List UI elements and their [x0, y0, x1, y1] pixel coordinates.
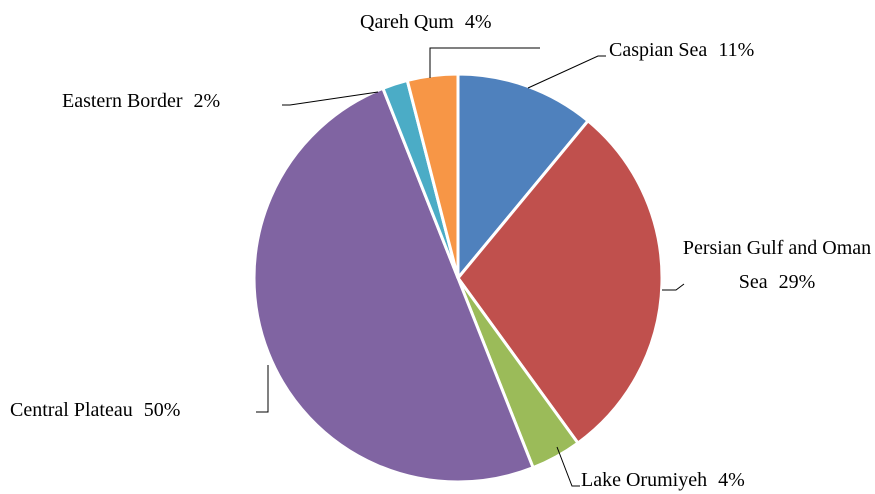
value-label: 50% [143, 399, 181, 421]
pie-slice [252, 86, 535, 484]
pie-slice [405, 72, 460, 280]
pie-slice [456, 119, 664, 445]
pie-slice [456, 72, 590, 280]
category-label: Lake Orumiyeh [581, 469, 708, 491]
value-label: 2% [193, 90, 221, 112]
leader-line [256, 365, 269, 413]
leader-line [556, 446, 580, 487]
slice-label: Lake Orumiyeh 4% [581, 463, 745, 494]
leader-line [527, 55, 606, 89]
slice-label: Central Plateau 50% [10, 393, 180, 427]
slice-label: Caspian Sea 11% [609, 33, 754, 67]
slice-label: Eastern Border 2% [62, 84, 220, 118]
leader-line [429, 47, 540, 78]
category-label: Persian Gulf and Oman Sea [682, 237, 872, 293]
category-label: Qareh Qum [360, 11, 454, 33]
category-label: Eastern Border [62, 90, 183, 112]
value-label: 29% [778, 271, 816, 293]
leader-line [662, 283, 685, 291]
value-label: 11% [718, 39, 755, 61]
category-label: Caspian Sea [609, 39, 708, 61]
value-label: 4% [718, 469, 745, 491]
category-label: Central Plateau [10, 399, 133, 421]
value-label: 4% [464, 11, 492, 33]
slice-label: Persian Gulf and Oman Sea 29% [677, 231, 875, 299]
slice-label: Qareh Qum 4% [360, 5, 492, 39]
leader-line [282, 91, 379, 106]
